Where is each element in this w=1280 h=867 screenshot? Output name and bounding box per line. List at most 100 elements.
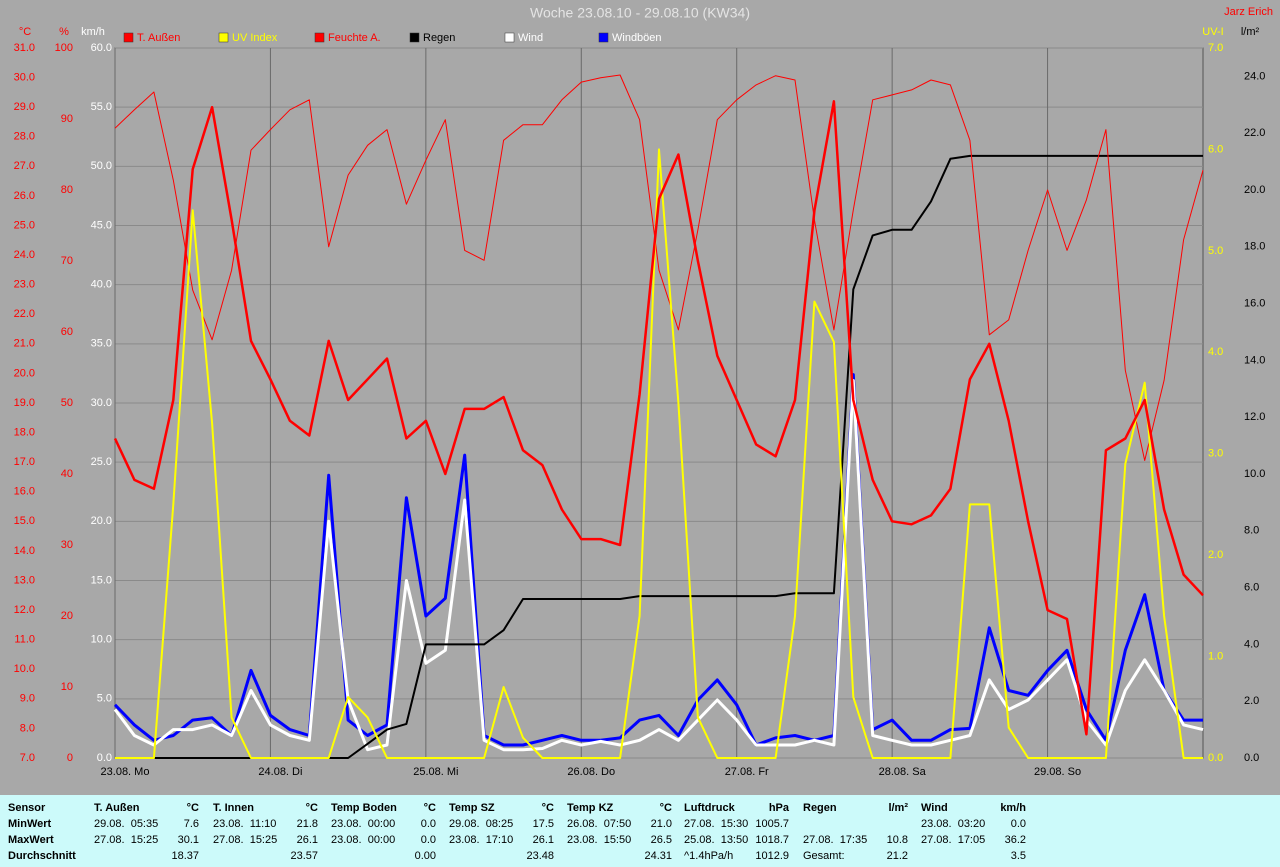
cell-time: ^1.4hPa/h xyxy=(684,850,734,862)
x-tick-label: 28.08. Sa xyxy=(879,766,927,778)
y-tick-label: 24.0 xyxy=(14,249,35,261)
y-tick-label: 11.0 xyxy=(14,634,35,646)
column-unit: °C xyxy=(305,802,318,814)
x-tick-label: 25.08. Mi xyxy=(413,766,458,778)
y-tick-label: 6.0 xyxy=(1244,582,1259,594)
cell-value: 0.0 xyxy=(1010,818,1026,830)
cell-time: 23.08. 03:20 xyxy=(921,818,986,830)
y-tick-label: 19.0 xyxy=(14,397,35,409)
cell-time: 27.08. 15:25 xyxy=(94,834,159,846)
y-tick-label: 25.0 xyxy=(14,219,35,231)
legend-label: Windböen xyxy=(612,32,662,44)
legend-swatch xyxy=(314,32,325,43)
column-name: Temp Boden xyxy=(331,802,397,814)
column-unit: l/m² xyxy=(888,802,908,814)
cell-time: 29.08. 05:35 xyxy=(94,818,159,830)
y-tick-label: 6.0 xyxy=(1208,143,1223,155)
chart-title: Woche 23.08.10 - 29.08.10 (KW34) xyxy=(530,5,750,21)
column-unit: km/h xyxy=(1000,802,1026,814)
cell-time: 25.08. 13:50 xyxy=(684,834,749,846)
cell-value: 23.57 xyxy=(290,850,318,862)
series-line xyxy=(114,74,1204,461)
y-tick-label: 17.0 xyxy=(14,456,35,468)
y-tick-label: 60 xyxy=(61,326,73,338)
cell-time: 23.08. 00:00 xyxy=(331,818,396,830)
cell-value: 1005.7 xyxy=(755,818,789,830)
column-name: Regen xyxy=(803,802,837,814)
legend-swatch xyxy=(409,32,420,43)
y-tick-label: 45.0 xyxy=(91,219,112,231)
x-tick-label: 26.08. Do xyxy=(567,766,615,778)
y-tick-label: 12.0 xyxy=(1244,411,1265,423)
y-tick-label: 8.0 xyxy=(20,722,35,734)
legend-label: Regen xyxy=(423,32,455,44)
y-tick-label: 20.0 xyxy=(91,515,112,527)
cell-value: 1018.7 xyxy=(755,834,789,846)
y-tick-label: 25.0 xyxy=(91,456,112,468)
cell-time: 23.08. 15:50 xyxy=(567,834,632,846)
cell-value: 23.48 xyxy=(526,850,554,862)
y-tick-label: 15.0 xyxy=(14,515,35,527)
series-line xyxy=(113,379,1204,752)
stats-table: Sensor MinWert MaxWert Durchschnitt T. Außen… xyxy=(0,795,1280,867)
y-tick-label: 7.0 xyxy=(1208,42,1223,54)
cell-value: 0.0 xyxy=(420,834,436,846)
y-tick-label: 26.0 xyxy=(14,190,35,202)
y-tick-label: 5.0 xyxy=(1208,245,1223,257)
cell-value: 21.8 xyxy=(296,818,318,830)
y-tick-label: 2.0 xyxy=(1208,549,1223,561)
x-tick-label: 24.08. Di xyxy=(258,766,302,778)
column-name: Temp KZ xyxy=(567,802,614,814)
legend-swatch xyxy=(504,32,515,43)
y-tick-label: 21.0 xyxy=(14,338,35,350)
y-tick-label: 22.0 xyxy=(14,308,35,320)
y-tick-label: 30 xyxy=(61,539,73,551)
y-tick-label: 18.0 xyxy=(1244,241,1265,253)
y-tick-label: 30.0 xyxy=(91,397,112,409)
legend-label: Wind xyxy=(518,32,543,44)
y-tick-label: 0 xyxy=(67,752,73,764)
y-tick-label: 20.0 xyxy=(1244,184,1265,196)
cell-value: 26.1 xyxy=(532,834,554,846)
y-tick-label: 14.0 xyxy=(1244,354,1265,366)
legend-swatch xyxy=(218,32,229,43)
row-label: MaxWert xyxy=(8,834,54,846)
y-tick-label: 9.0 xyxy=(20,693,35,705)
y-tick-label: 20.0 xyxy=(14,367,35,379)
y-tick-label: 10.0 xyxy=(1244,468,1265,480)
chart: Woche 23.08.10 - 29.08.10 (KW34) Jarz Er… xyxy=(14,5,1273,778)
y-tick-label: 10.0 xyxy=(14,663,35,675)
y-tick-label: 70 xyxy=(61,255,73,267)
y-tick-label: 27.0 xyxy=(14,160,35,172)
cell-value: 21.2 xyxy=(886,850,908,862)
y-tick-label: 0.0 xyxy=(97,752,112,764)
column-name: Luftdruck xyxy=(684,802,735,814)
cell-time: 27.08. 17:35 xyxy=(803,834,868,846)
column-name: T. Außen xyxy=(94,802,140,814)
y-tick-label: 4.0 xyxy=(1208,346,1223,358)
cell-time: 26.08. 07:50 xyxy=(567,818,632,830)
axis-unit: % xyxy=(59,26,69,38)
column-unit: °C xyxy=(186,802,199,814)
cell-value: 30.1 xyxy=(177,834,199,846)
column-name: T. Innen xyxy=(213,802,254,814)
y-tick-label: 2.0 xyxy=(1244,695,1259,707)
y-tick-label: 90 xyxy=(61,113,73,125)
author: Jarz Erich xyxy=(1224,6,1273,18)
row-label: MinWert xyxy=(8,818,52,830)
y-tick-label: 10 xyxy=(61,681,73,693)
cell-value: 24.31 xyxy=(644,850,672,862)
y-tick-label: 16.0 xyxy=(1244,298,1265,310)
y-tick-label: 13.0 xyxy=(14,574,35,586)
cell-value: 26.1 xyxy=(296,834,318,846)
x-tick-label: 29.08. So xyxy=(1034,766,1081,778)
y-tick-label: 0.0 xyxy=(1244,752,1259,764)
y-tick-label: 14.0 xyxy=(14,545,35,557)
y-tick-label: 8.0 xyxy=(1244,525,1259,537)
y-tick-label: 23.0 xyxy=(14,279,35,291)
cell-time: 27.08. 15:25 xyxy=(213,834,278,846)
y-tick-label: 5.0 xyxy=(97,693,112,705)
cell-time: 27.08. 17:05 xyxy=(921,834,986,846)
y-tick-label: 16.0 xyxy=(14,486,35,498)
